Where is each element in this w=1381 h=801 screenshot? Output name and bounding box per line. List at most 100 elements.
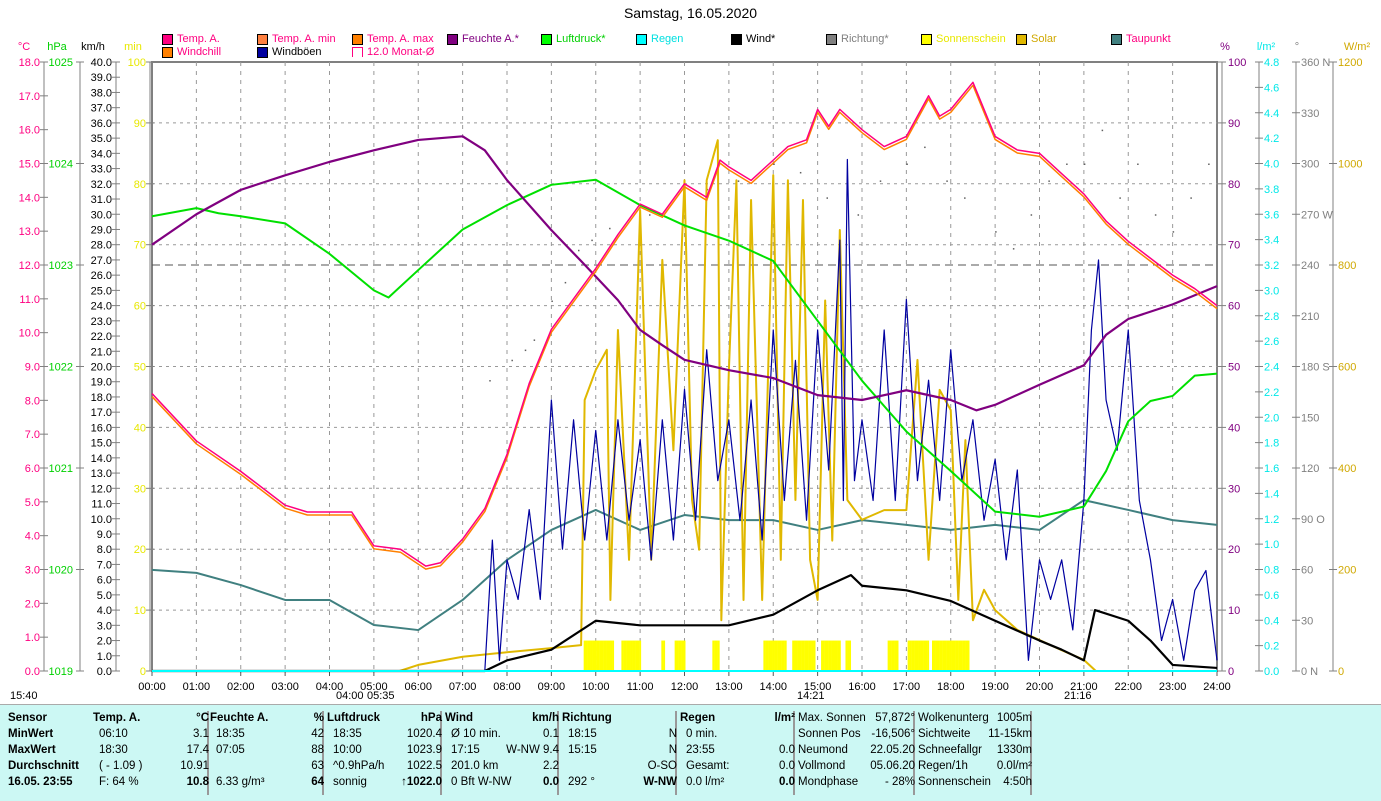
axis-tick-label-direction: 0 N [1301, 666, 1318, 678]
legend-item: Windchill [162, 46, 221, 58]
axis-tick-label-wind: 13.0 [91, 468, 112, 480]
axis-tick-label-rain: 0.0 [1264, 666, 1279, 678]
summary-cell: 0.0 [779, 744, 795, 756]
axis-tick-label-wind: 14.0 [91, 453, 112, 465]
summary-cell: % [313, 712, 324, 724]
summary-column [558, 711, 677, 795]
summary-cell: Neumond [798, 744, 848, 756]
legend-swatch [352, 33, 363, 45]
x-tick-label: 07:00 [449, 681, 477, 693]
axis-tick-label-humidity: 90 [1228, 118, 1240, 130]
axis-tick-label-wind: 40.0 [91, 57, 112, 69]
axis-tick-label-wind: 6.0 [97, 575, 112, 587]
x-tick-label: 18:00 [937, 681, 965, 693]
axis-tick-label-wind: 19.0 [91, 377, 112, 389]
axis-tick-label-wind: 1.0 [97, 651, 112, 663]
summary-cell: 0 min. [686, 728, 718, 740]
legend-swatch [731, 33, 742, 45]
axis-tick-label-temp: 16.0 [19, 125, 40, 137]
summary-cell: Wind [445, 712, 473, 724]
legend-label: Windböen [272, 46, 322, 58]
summary-column [676, 711, 795, 795]
x-tick-label: 10:00 [582, 681, 610, 693]
summary-cell: 64 [311, 776, 324, 788]
summary-cell: 42 [311, 728, 324, 740]
direction-point [578, 249, 580, 252]
legend-label: Temp. A. max [367, 33, 434, 45]
axis-tick-label-direction: 240 [1301, 260, 1319, 272]
legend-label: Windchill [177, 46, 222, 58]
axis-tick-label-solar: 600 [1338, 362, 1356, 374]
axis-tick-label-humidity: 60 [1228, 301, 1240, 313]
summary-column [206, 711, 324, 795]
axis-tick-label-minutes: 30 [134, 483, 146, 495]
axis-tick-label-rain: 3.2 [1264, 260, 1279, 272]
axis-tick-label-wind: 21.0 [91, 346, 112, 358]
axis-tick-label-wind: 17.0 [91, 407, 112, 419]
axis-tick-label-rain: 0.4 [1264, 615, 1279, 627]
direction-point [1137, 163, 1139, 165]
x-tick-label: 15:00 [804, 681, 832, 693]
direction-point [533, 339, 536, 341]
axis-tick-label-solar: 1000 [1338, 159, 1362, 171]
axis-tick-label-wind: 24.0 [91, 301, 112, 313]
x-tick-label: 23:00 [1159, 681, 1187, 693]
axis-tick-label-temp: 14.0 [19, 192, 40, 204]
axis-tick-label-wind: 31.0 [91, 194, 112, 206]
axis-tick-label-wind: 11.0 [91, 499, 112, 511]
axis-tick-label-wind: 18.0 [91, 392, 112, 404]
axis-tick-label-rain: 4.2 [1264, 133, 1279, 145]
axis-tick-label-rain: 1.4 [1264, 488, 1279, 500]
summary-cell: 0.1 [543, 728, 559, 740]
axis-tick-label-wind: 12.0 [91, 483, 112, 495]
axis-tick-label-temp: 7.0 [25, 429, 40, 441]
summary-cell: MaxWert [8, 744, 56, 756]
axis-tick-label-rain: 3.6 [1264, 209, 1279, 221]
summary-cell: 06:10 [99, 728, 128, 740]
axis-tick-label-rain: 1.6 [1264, 463, 1279, 475]
axis-tick-label-direction: 270 W [1301, 209, 1333, 221]
summary-column [441, 711, 559, 795]
axis-tick-label-direction: 60 [1301, 565, 1313, 577]
direction-point [799, 171, 802, 174]
axis-tick-label-wind: 23.0 [91, 316, 112, 328]
summary-cell: 07:05 [216, 744, 245, 756]
axis-tick-label-temp: 13.0 [19, 226, 40, 238]
summary-cell: 63 [311, 760, 324, 772]
legend-swatch [162, 46, 173, 58]
x-tick-label: 12:00 [671, 681, 699, 693]
axis-tick-label-wind: 9.0 [97, 529, 112, 541]
x-tick-label: 19:00 [981, 681, 1009, 693]
moonset-time: 15:40 [10, 690, 38, 702]
axis-tick-label-pressure: 1024 [49, 159, 73, 171]
x-tick-label: 11:00 [627, 681, 654, 693]
axis-tick-label-wind: 10.0 [91, 514, 112, 526]
summary-cell: Richtung [562, 712, 612, 724]
x-tick-label: 05:00 [360, 681, 388, 693]
direction-point [1190, 197, 1192, 199]
summary-cell: 18:35 [333, 728, 362, 740]
summary-cell: 0.0 [543, 776, 559, 788]
summary-cell: Luftdruck [327, 712, 381, 724]
summary-cell: °C [196, 712, 209, 724]
axis-tick-label-rain: 0.6 [1264, 590, 1279, 602]
summary-cell: 1022.5 [406, 760, 442, 772]
axis-tick-label-wind: 4.0 [97, 605, 112, 617]
axis-unit-rain: l/m² [1257, 41, 1276, 53]
legend-label: Wind* [746, 33, 776, 45]
axis-tick-label-wind: 0.0 [97, 666, 112, 678]
legend-label: 12.0 Monat-Ø [367, 46, 435, 58]
direction-point [1101, 129, 1104, 132]
axis-tick-label-rain: 2.0 [1264, 412, 1279, 424]
summary-cell: F: 64 % [99, 776, 139, 788]
axis-tick-label-rain: 1.8 [1264, 438, 1279, 450]
summary-panel: Sensor MinWert MaxWert Durchschnitt 16.05. 2… [0, 704, 1381, 801]
legend-item: Regen [636, 33, 683, 45]
direction-point [1048, 180, 1050, 182]
axis-tick-label-temp: 11.0 [19, 294, 40, 306]
axis-tick-label-wind: 33.0 [91, 164, 112, 176]
axis-tick-label-rain: 2.6 [1264, 336, 1279, 348]
legend-swatch [1111, 33, 1122, 45]
axis-tick-label-pressure: 1019 [49, 666, 73, 678]
summary-cell: ^0.9hPa/h [333, 760, 385, 772]
